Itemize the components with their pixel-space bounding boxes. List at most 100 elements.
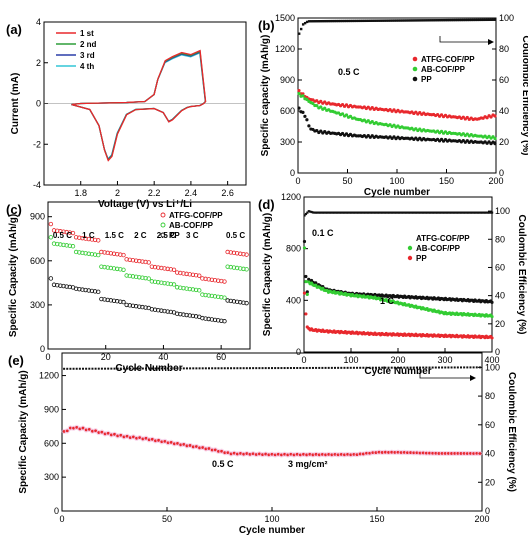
efficiency-point <box>393 211 396 214</box>
rate-point-AB-COF/PP <box>86 251 91 256</box>
capacity-point-PP <box>302 291 307 295</box>
efficiency-point <box>424 19 428 22</box>
efficiency-point <box>478 18 481 22</box>
efficiency-point <box>426 19 430 22</box>
efficiency-point <box>163 367 166 370</box>
efficiency-point <box>271 367 273 370</box>
y-axis-label: Current (mA) <box>10 73 21 135</box>
efficiency-point <box>396 19 400 22</box>
efficiency-point <box>434 211 437 214</box>
efficiency-point <box>479 211 482 214</box>
rate-point-PP <box>102 297 107 302</box>
efficiency-point <box>444 18 447 22</box>
x-tick-label: 2.2 <box>148 188 161 198</box>
efficiency-point <box>226 367 229 370</box>
rate-point-PP <box>174 311 180 316</box>
efficiency-point <box>333 19 337 23</box>
efficiency-point <box>482 18 485 22</box>
efficiency-point <box>63 367 66 370</box>
rate-label: 0.5 C <box>226 231 245 240</box>
efficiency-point <box>361 211 364 214</box>
efficiency-point <box>441 366 444 369</box>
x-tick-label: 2.4 <box>185 188 198 198</box>
rate-point-PP <box>108 298 114 303</box>
capacity-point <box>81 426 85 430</box>
efficiency-point <box>445 211 449 214</box>
x-tick-label: 1.8 <box>74 188 87 198</box>
rate-point-PP <box>133 304 139 309</box>
y-axis-label: Specific Capacity (mAh/g) <box>18 370 29 493</box>
efficiency-point <box>412 19 416 22</box>
annotation: 3 mg/cm² <box>288 459 328 469</box>
efficiency-point <box>348 211 351 214</box>
efficiency-point <box>418 19 422 22</box>
x-axis-label: Cycle number <box>239 525 305 536</box>
efficiency-point <box>233 367 236 370</box>
rate-point-AB-COF/PP <box>99 264 104 269</box>
efficiency-point <box>393 19 396 22</box>
rate-point-AB-COF/PP <box>58 242 63 247</box>
efficiency-point <box>280 367 283 370</box>
panel-label: (e) <box>8 353 24 368</box>
rate-point-ATFG-COF/PP <box>133 258 139 263</box>
efficiency-point <box>354 211 357 214</box>
efficiency-point <box>451 211 454 214</box>
efficiency-point <box>472 211 475 214</box>
capacity-point-AB-COF/PP <box>311 101 315 106</box>
legend-label: ATFG-COF/PP <box>416 234 470 243</box>
efficiency-point <box>481 211 484 214</box>
rate-point-AB-COF/PP <box>102 264 107 270</box>
efficiency-point <box>330 211 333 214</box>
rate-point-AB-COF/PP <box>159 280 164 285</box>
efficiency-point <box>204 367 207 370</box>
efficiency-point <box>344 211 347 214</box>
x-tick-label: 100 <box>343 355 358 365</box>
efficiency-point <box>452 18 455 22</box>
legend-label: ATFG-COF/PP <box>169 211 223 220</box>
efficiency-point <box>412 211 415 214</box>
efficiency-point <box>409 211 412 214</box>
capacity-point-AB-COF/PP <box>319 105 323 109</box>
rate-point-AB-COF/PP <box>137 275 142 280</box>
legend-marker <box>160 232 166 238</box>
rate-point-PP <box>64 284 69 289</box>
efficiency-point <box>466 18 469 22</box>
rate-point-AB-COF/PP <box>234 265 240 271</box>
rate-point-ATFG-COF/PP <box>48 221 54 227</box>
rate-point-PP <box>118 299 123 304</box>
efficiency-point <box>362 211 365 214</box>
efficiency-point <box>392 211 395 214</box>
rate-point-PP <box>225 298 230 303</box>
efficiency-point <box>434 19 438 22</box>
rate-point-PP <box>137 304 142 309</box>
efficiency-point <box>484 18 487 22</box>
efficiency-point <box>428 366 431 369</box>
rate-label: 0.5 C <box>53 231 72 240</box>
efficiency-point <box>373 211 377 214</box>
efficiency-point <box>327 19 331 23</box>
capacity-point-PP <box>297 106 301 110</box>
efficiency-point <box>440 18 443 22</box>
efficiency-point <box>494 18 497 21</box>
efficiency-point <box>420 19 424 22</box>
rate-point-AB-COF/PP <box>162 280 167 286</box>
efficiency-point <box>345 211 348 214</box>
rate-point-AB-COF/PP <box>203 292 208 298</box>
efficiency-point <box>492 18 495 21</box>
efficiency-point <box>198 367 201 370</box>
efficiency-point <box>450 18 453 22</box>
efficiency-point <box>334 211 337 214</box>
rate-point-ATFG-COF/PP <box>51 228 57 233</box>
y2-tick-label: 20 <box>485 477 495 487</box>
rate-point-PP <box>187 313 192 318</box>
legend-marker <box>412 56 418 62</box>
efficiency-point <box>486 18 489 22</box>
y2-tick-label: 100 <box>485 362 500 372</box>
efficiency-point <box>338 211 341 214</box>
rate-point-ATFG-COF/PP <box>149 264 155 269</box>
rate-point-ATFG-COF/PP <box>73 235 79 240</box>
efficiency-point <box>444 211 447 214</box>
efficiency-point <box>428 19 432 22</box>
legend-label: 3 rd <box>80 51 95 60</box>
arrow-head <box>488 39 494 45</box>
